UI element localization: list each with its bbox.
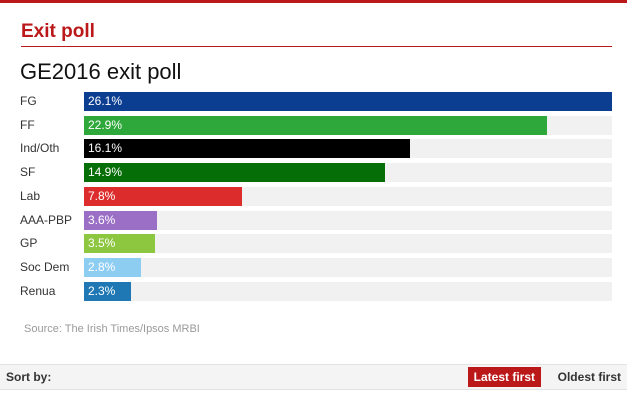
bar-category-label: Ind/Oth: [20, 141, 60, 155]
bar-category-label: SF: [20, 165, 36, 179]
bar: 22.9%: [84, 116, 547, 135]
bar: 26.1%: [84, 92, 612, 111]
bar-track: 3.5%: [84, 234, 612, 253]
bar: 2.3%: [84, 282, 131, 301]
bar-row: FG 26.1%: [0, 92, 627, 111]
bar-track: 2.3%: [84, 282, 612, 301]
bar-value-label: 26.1%: [88, 94, 123, 108]
bar-row: FF 22.9%: [0, 116, 627, 135]
bar-row: Ind/Oth 16.1%: [0, 139, 627, 158]
bar-category-label: FG: [20, 94, 37, 108]
bar-track: 3.6%: [84, 211, 612, 230]
bar-category-label: AAA-PBP: [20, 213, 73, 227]
bar: 16.1%: [84, 139, 410, 158]
bar-track: 14.9%: [84, 163, 612, 182]
bar-value-label: 22.9%: [88, 118, 123, 132]
bar: 2.8%: [84, 258, 141, 277]
bar-row: GP 3.5%: [0, 234, 627, 253]
bar-category-label: Lab: [20, 189, 41, 203]
bar: 3.5%: [84, 234, 155, 253]
bar-row: Renua 2.3%: [0, 282, 627, 301]
bar-value-label: 7.8%: [88, 189, 116, 203]
bar-row: AAA-PBP 3.6%: [0, 211, 627, 230]
bar-category-label: Renua: [20, 284, 56, 298]
bar: 7.8%: [84, 187, 242, 206]
top-accent-rule: [0, 0, 627, 3]
bar-track: 22.9%: [84, 116, 612, 135]
bar: 3.6%: [84, 211, 157, 230]
section-divider: [21, 46, 612, 47]
bar-row: Lab 7.8%: [0, 187, 627, 206]
bar-value-label: 3.5%: [88, 236, 116, 250]
bar-category-label: FF: [20, 118, 35, 132]
oldest-first-button[interactable]: Oldest first: [557, 370, 621, 384]
chart-source: Source: The Irish Times/Ipsos MRBI: [24, 323, 200, 335]
bar-track: 2.8%: [84, 258, 612, 277]
bar-track: 16.1%: [84, 139, 612, 158]
bar-value-label: 16.1%: [88, 141, 123, 155]
bar-row: Soc Dem 2.8%: [0, 258, 627, 277]
bar-category-label: GP: [20, 236, 38, 250]
bar-row: SF 14.9%: [0, 163, 627, 182]
bar-track: 26.1%: [84, 92, 612, 111]
bar-value-label: 14.9%: [88, 165, 123, 179]
bar-value-label: 2.3%: [88, 284, 116, 298]
bar-value-label: 3.6%: [88, 213, 116, 227]
sort-bar: Sort by: Latest first Oldest first: [0, 364, 627, 390]
bar-value-label: 2.8%: [88, 260, 116, 274]
chart-title: GE2016 exit poll: [20, 59, 182, 84]
bar-category-label: Soc Dem: [20, 260, 70, 274]
bar: 14.9%: [84, 163, 385, 182]
latest-first-button[interactable]: Latest first: [467, 367, 541, 387]
bar-track: 7.8%: [84, 187, 612, 206]
section-title: Exit poll: [21, 21, 95, 42]
sort-label: Sort by:: [6, 370, 52, 384]
